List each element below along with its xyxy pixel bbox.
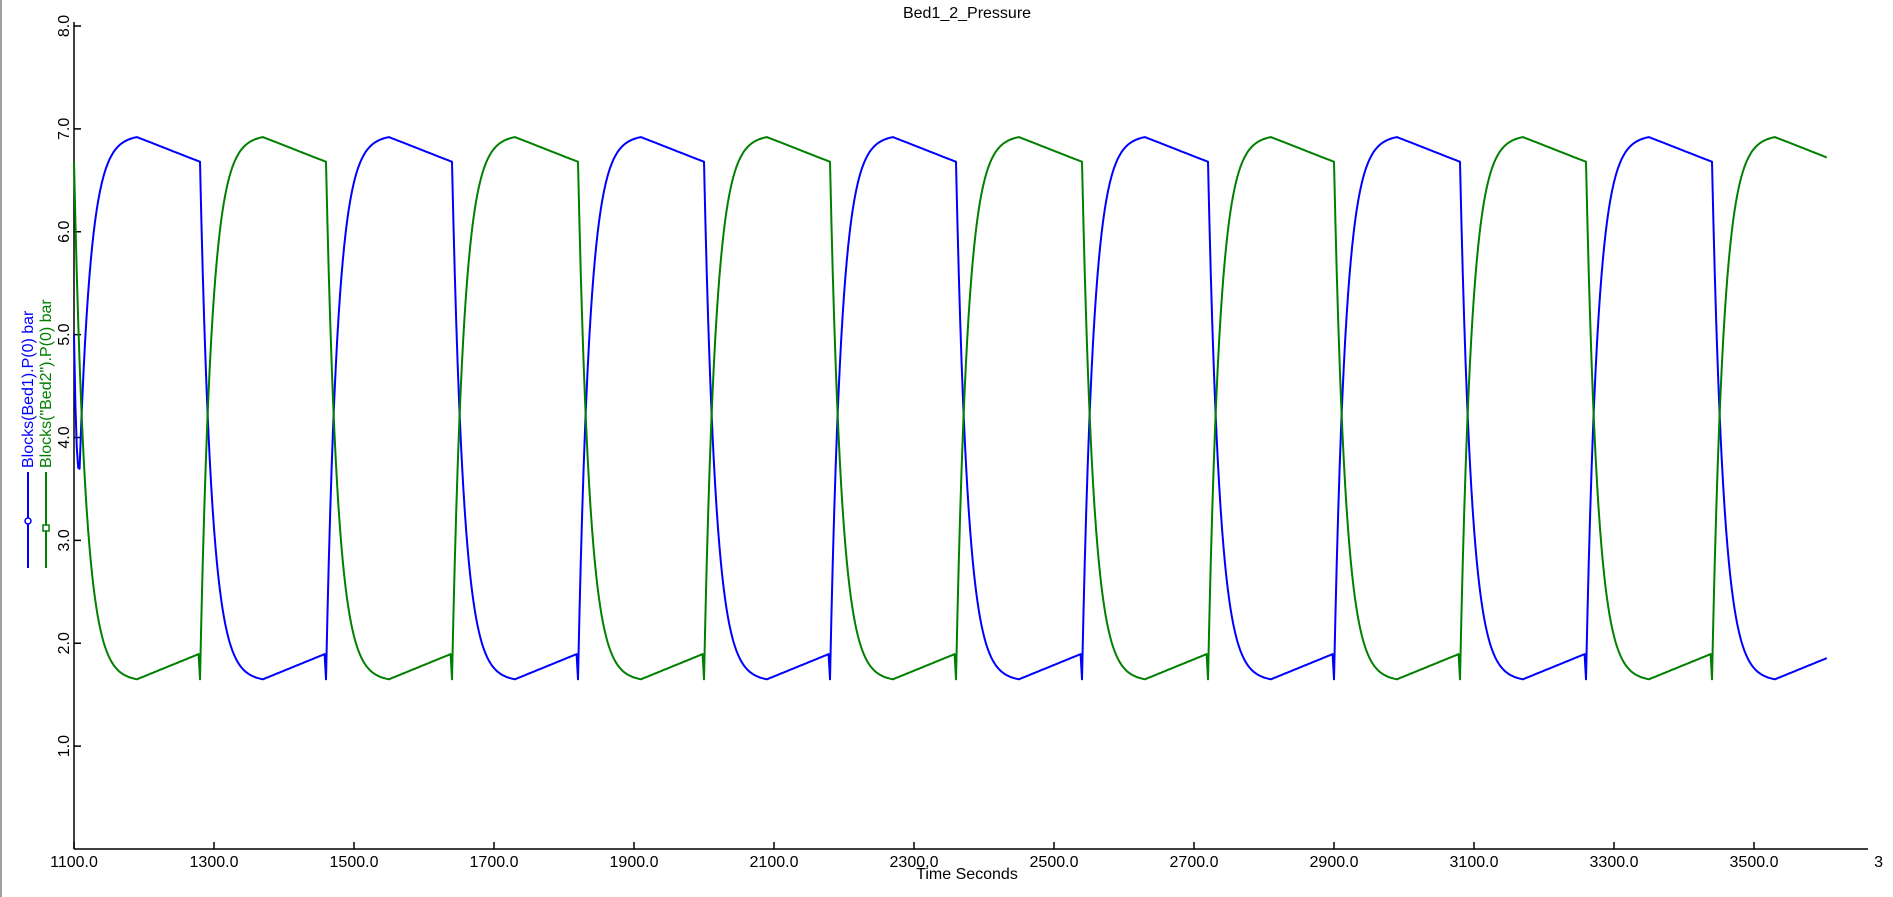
x-tick-label: 1700.0 [470, 854, 519, 871]
x-tick-label: 2300.0 [890, 854, 939, 871]
legend-label-1: Blocks(Bed1).P(0) bar [20, 310, 37, 468]
x-tick-label: 3 [1874, 854, 1883, 871]
series-group [73, 136, 1828, 681]
x-tick-label: 2900.0 [1310, 854, 1359, 871]
series-line-1 [73, 136, 1828, 681]
legend-label-2: Blocks("Bed2").P(0) bar [38, 299, 55, 468]
chart-title: Bed1_2_Pressure [903, 5, 1031, 22]
x-tick-label: 1900.0 [610, 854, 659, 871]
x-tick-label: 3500.0 [1730, 854, 1779, 871]
x-tick-label: 2500.0 [1030, 854, 1079, 871]
y-tick-group: 1.0 2.0 3.0 4.0 5.0 6.0 7.0 8.0 [56, 15, 81, 757]
y-tick-label: 5.0 [56, 323, 73, 345]
x-tick-label: 1100.0 [50, 854, 98, 871]
x-tick-label: 1500.0 [330, 854, 379, 871]
legend-marker-square [42, 524, 50, 532]
series-line-2 [73, 136, 1828, 681]
legend: Blocks(Bed1).P(0) bar Blocks("Bed2").P(0)… [20, 299, 55, 568]
y-tick-label: 2.0 [56, 632, 73, 654]
y-tick-label: 3.0 [56, 529, 73, 551]
x-tick-group: 1100.0 1300.0 1500.0 1700.0 1900.0 2100.0 2300… [50, 842, 1883, 871]
y-tick-label: 6.0 [56, 221, 73, 243]
x-tick-label: 3300.0 [1590, 854, 1639, 871]
x-tick-label: 3100.0 [1450, 854, 1499, 871]
x-tick-label: 1300.0 [190, 854, 239, 871]
y-tick-label: 8.0 [56, 15, 73, 37]
window-border [0, 0, 2, 897]
y-tick-label: 4.0 [56, 426, 73, 448]
x-axis-label: Time Seconds [916, 866, 1018, 883]
y-tick-label: 7.0 [56, 118, 73, 140]
legend-marker-circle [24, 517, 32, 525]
x-tick-label: 2700.0 [1170, 854, 1219, 871]
y-tick-label: 1.0 [56, 735, 73, 757]
x-tick-label: 2100.0 [750, 854, 799, 871]
